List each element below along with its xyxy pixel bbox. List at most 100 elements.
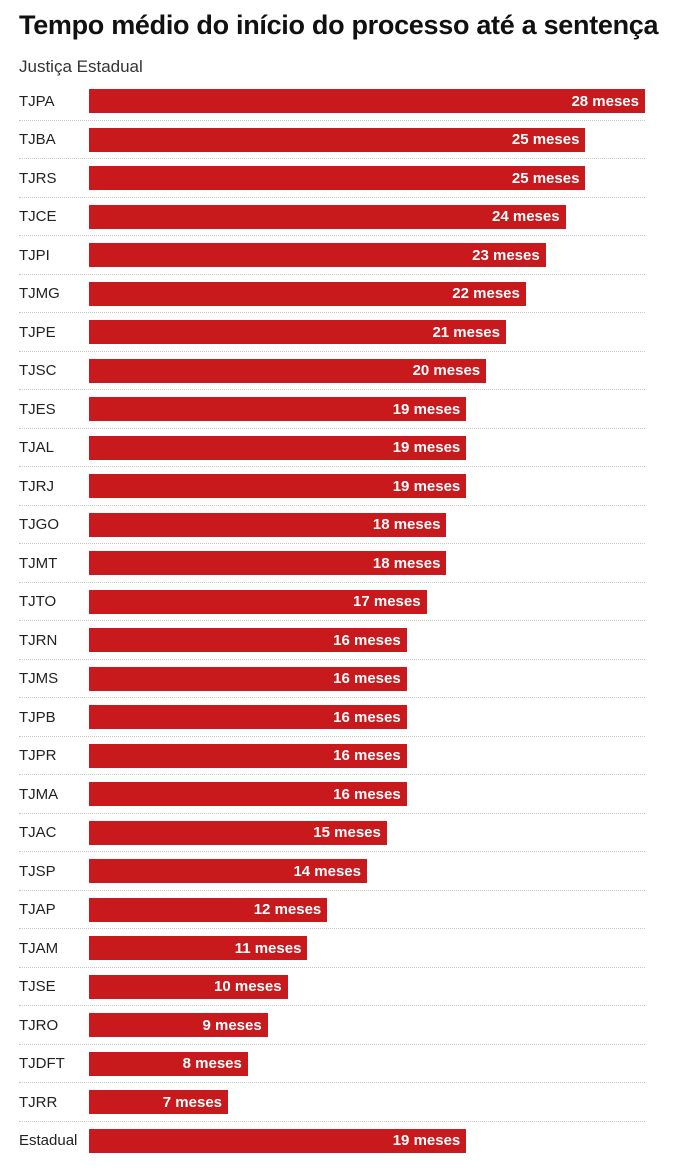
category-label: TJAL: [19, 439, 55, 457]
data-label: 19 meses: [392, 1132, 461, 1149]
data-label: 14 meses: [293, 862, 361, 880]
row-divider: [19, 1120, 645, 1122]
data-label: 18 meses: [372, 516, 441, 533]
bar-row: TJCE 24 meses: [0, 198, 673, 236]
category-label: TJDFT: [19, 1055, 65, 1073]
data-label: 11 meses: [234, 939, 302, 957]
bar-row: TJSE 10 meses: [0, 968, 673, 1006]
data-label: 10 meses: [214, 978, 282, 995]
data-label: 16 meses: [333, 747, 401, 764]
row-divider: [19, 504, 645, 506]
row-divider: [19, 543, 645, 544]
bar-row: TJMS 16 meses: [0, 660, 673, 698]
row-divider: [19, 235, 645, 236]
bar: 8 meses: [89, 1051, 248, 1076]
bar: 17 meses: [89, 589, 427, 614]
bar-row: TJAC 15 meses: [0, 814, 673, 852]
category-label: TJRJ: [19, 477, 54, 495]
row-divider: [19, 158, 645, 159]
data-label: 24 meses: [492, 208, 560, 225]
category-label: Estadual: [19, 1132, 78, 1150]
row-divider: [19, 1043, 645, 1045]
bar-row: TJES 19 meses: [0, 390, 673, 429]
bar: 16 meses: [89, 743, 407, 768]
row-divider: [19, 889, 645, 891]
bar-row: TJMT 18 meses: [0, 544, 673, 583]
data-label: 19 meses: [392, 477, 461, 495]
bar: 22 meses: [89, 281, 526, 306]
category-label: TJRS: [19, 169, 57, 187]
category-label: TJBA: [19, 131, 56, 149]
category-label: TJSP: [19, 862, 56, 880]
bar: 12 meses: [89, 897, 328, 922]
bar-row: TJPR 16 meses: [0, 737, 673, 775]
data-label: 28 meses: [571, 92, 639, 110]
category-label: TJPA: [19, 92, 55, 110]
row-divider: [19, 658, 645, 660]
data-label: 8 meses: [182, 1055, 242, 1072]
category-label: TJPE: [19, 323, 56, 341]
bar: 19 meses: [89, 397, 467, 421]
bar: 16 meses: [89, 628, 407, 652]
bar-row: TJRO 9 meses: [0, 1006, 673, 1045]
category-label: TJMT: [19, 554, 58, 572]
data-label: 16 meses: [333, 631, 401, 649]
data-label: 9 meses: [202, 1016, 262, 1034]
row-divider: [19, 735, 645, 737]
row-divider: [19, 389, 645, 390]
bar-row: TJGO 18 meses: [0, 506, 673, 544]
row-divider: [19, 851, 645, 852]
chart-subtitle: Justiça Estadual: [19, 57, 143, 76]
bar: 15 meses: [89, 820, 387, 845]
bar: 28 meses: [89, 89, 645, 113]
category-label: TJRR: [19, 1093, 58, 1111]
data-label: 16 meses: [333, 670, 401, 687]
category-label: TJGO: [19, 516, 59, 534]
data-label: 16 meses: [333, 785, 401, 803]
category-label: TJCE: [19, 208, 57, 226]
data-label: 19 meses: [392, 439, 461, 456]
category-label: TJSE: [19, 978, 56, 996]
row-divider: [19, 620, 645, 621]
bar-row: TJAP 12 meses: [0, 891, 673, 929]
bar: 9 meses: [89, 1013, 268, 1037]
bar-row: TJPE 21 meses: [0, 313, 673, 352]
bar: 21 meses: [89, 320, 506, 344]
category-label: TJAC: [19, 824, 57, 842]
data-label: 23 meses: [472, 246, 540, 264]
row-divider: [19, 196, 645, 198]
row-divider: [19, 466, 645, 467]
row-divider: [19, 812, 645, 814]
bar-row: TJAM 11 meses: [0, 929, 673, 968]
row-divider: [19, 581, 645, 583]
bar: 19 meses: [89, 1128, 467, 1153]
category-label: TJPI: [19, 246, 50, 264]
bar: 18 meses: [89, 551, 447, 575]
row-divider: [19, 697, 645, 698]
bar-row: TJRS 25 meses: [0, 159, 673, 198]
row-divider: [19, 119, 645, 121]
category-label: TJMS: [19, 670, 59, 688]
bar-row: TJMA 16 meses: [0, 775, 673, 814]
data-label: 7 meses: [162, 1093, 222, 1111]
row-divider: [19, 1082, 645, 1083]
bar: 25 meses: [89, 166, 586, 190]
row-divider: [19, 312, 645, 313]
data-label: 25 meses: [511, 131, 580, 148]
bar-row: TJRN 16 meses: [0, 621, 673, 660]
row-divider: [19, 928, 645, 929]
bar-row: TJSC 20 meses: [0, 352, 673, 390]
data-label: 12 meses: [253, 901, 322, 918]
category-label: TJES: [19, 400, 56, 418]
row-divider: [19, 273, 645, 275]
category-label: TJPB: [19, 708, 56, 726]
category-label: TJSC: [19, 362, 57, 380]
bar: 7 meses: [89, 1090, 228, 1114]
category-label: TJMA: [19, 785, 59, 803]
bar: 14 meses: [89, 859, 367, 883]
row-divider: [19, 774, 645, 775]
bar-row: TJAL 19 meses: [0, 429, 673, 467]
bar: 16 meses: [89, 705, 407, 729]
row-divider: [19, 350, 645, 352]
bar: 16 meses: [89, 666, 407, 691]
